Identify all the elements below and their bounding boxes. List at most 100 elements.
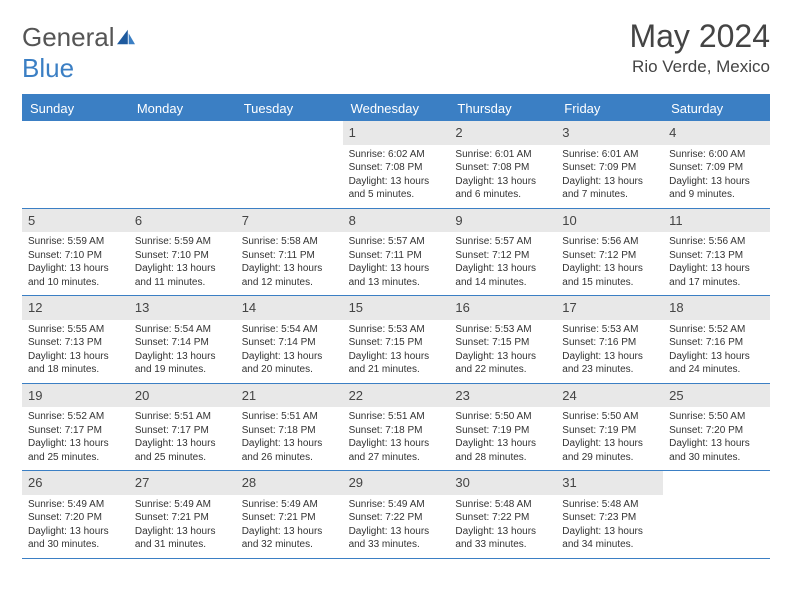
- day-number: 29: [343, 471, 450, 495]
- day-number: [22, 121, 129, 145]
- sunrise-text: Sunrise: 5:49 AM: [242, 498, 337, 512]
- sunrise-text: Sunrise: 5:59 AM: [28, 235, 123, 249]
- daylight-text: Daylight: 13 hours and 28 minutes.: [455, 437, 550, 464]
- calendar-week: 26Sunrise: 5:49 AMSunset: 7:20 PMDayligh…: [22, 471, 770, 559]
- sunset-text: Sunset: 7:10 PM: [135, 249, 230, 263]
- day-number: 15: [343, 296, 450, 320]
- calendar-day-cell: 12Sunrise: 5:55 AMSunset: 7:13 PMDayligh…: [22, 296, 129, 383]
- daylight-text: Daylight: 13 hours and 13 minutes.: [349, 262, 444, 289]
- calendar-day-cell: 19Sunrise: 5:52 AMSunset: 7:17 PMDayligh…: [22, 384, 129, 471]
- sunset-text: Sunset: 7:13 PM: [28, 336, 123, 350]
- sunset-text: Sunset: 7:19 PM: [562, 424, 657, 438]
- daylight-text: Daylight: 13 hours and 14 minutes.: [455, 262, 550, 289]
- day-number: 21: [236, 384, 343, 408]
- day-number: 11: [663, 209, 770, 233]
- daylight-text: Daylight: 13 hours and 26 minutes.: [242, 437, 337, 464]
- day-number: 23: [449, 384, 556, 408]
- calendar-day-cell: 1Sunrise: 6:02 AMSunset: 7:08 PMDaylight…: [343, 121, 450, 208]
- calendar-day-cell: [663, 471, 770, 558]
- calendar-day-cell: 3Sunrise: 6:01 AMSunset: 7:09 PMDaylight…: [556, 121, 663, 208]
- day-number: 17: [556, 296, 663, 320]
- daylight-text: Daylight: 13 hours and 30 minutes.: [669, 437, 764, 464]
- sunset-text: Sunset: 7:09 PM: [669, 161, 764, 175]
- weekday-header: Monday: [129, 96, 236, 121]
- sunrise-text: Sunrise: 5:51 AM: [349, 410, 444, 424]
- brand-part2: Blue: [22, 53, 74, 83]
- brand-part1: General: [22, 22, 115, 52]
- sunset-text: Sunset: 7:08 PM: [455, 161, 550, 175]
- day-number: 20: [129, 384, 236, 408]
- day-number: 26: [22, 471, 129, 495]
- day-number: 27: [129, 471, 236, 495]
- daylight-text: Daylight: 13 hours and 18 minutes.: [28, 350, 123, 377]
- calendar-day-cell: 9Sunrise: 5:57 AMSunset: 7:12 PMDaylight…: [449, 209, 556, 296]
- calendar-day-cell: [236, 121, 343, 208]
- day-number: 25: [663, 384, 770, 408]
- day-number: 19: [22, 384, 129, 408]
- daylight-text: Daylight: 13 hours and 6 minutes.: [455, 175, 550, 202]
- sunset-text: Sunset: 7:15 PM: [349, 336, 444, 350]
- day-number: 4: [663, 121, 770, 145]
- sunrise-text: Sunrise: 5:54 AM: [242, 323, 337, 337]
- calendar-day-cell: 23 Sunrise: 5:50 AMSunset: 7:19 PMDayligh…: [449, 384, 556, 471]
- calendar-day-cell: 16Sunrise: 5:53 AMSunset: 7:15 PMDayligh…: [449, 296, 556, 383]
- day-number: 24: [556, 384, 663, 408]
- sunrise-text: Sunrise: 5:48 AM: [455, 498, 550, 512]
- day-number: 13: [129, 296, 236, 320]
- calendar-day-cell: 20Sunrise: 5:51 AMSunset: 7:17 PMDayligh…: [129, 384, 236, 471]
- sunset-text: Sunset: 7:13 PM: [669, 249, 764, 263]
- daylight-text: Daylight: 13 hours and 30 minutes.: [28, 525, 123, 552]
- calendar-day-cell: 29Sunrise: 5:49 AMSunset: 7:22 PMDayligh…: [343, 471, 450, 558]
- sunrise-text: Sunrise: 5:54 AM: [135, 323, 230, 337]
- daylight-text: Daylight: 13 hours and 15 minutes.: [562, 262, 657, 289]
- day-number: 22: [343, 384, 450, 408]
- sunrise-text: Sunrise: 5:50 AM: [455, 410, 550, 424]
- sunrise-text: Sunrise: 5:51 AM: [242, 410, 337, 424]
- daylight-text: Daylight: 13 hours and 5 minutes.: [349, 175, 444, 202]
- daylight-text: Daylight: 13 hours and 10 minutes.: [28, 262, 123, 289]
- sunrise-text: Sunrise: 5:57 AM: [349, 235, 444, 249]
- day-number: [236, 121, 343, 145]
- calendar-day-cell: 18Sunrise: 5:52 AMSunset: 7:16 PMDayligh…: [663, 296, 770, 383]
- day-number: 18: [663, 296, 770, 320]
- day-number: 31: [556, 471, 663, 495]
- daylight-text: Daylight: 13 hours and 31 minutes.: [135, 525, 230, 552]
- day-number: 1: [343, 121, 450, 145]
- weekday-header: Sunday: [22, 96, 129, 121]
- sunrise-text: Sunrise: 5:50 AM: [562, 410, 657, 424]
- sunrise-text: Sunrise: 5:48 AM: [562, 498, 657, 512]
- calendar: Sunday Monday Tuesday Wednesday Thursday…: [22, 94, 770, 559]
- weekday-header-row: Sunday Monday Tuesday Wednesday Thursday…: [22, 96, 770, 121]
- sunrise-text: Sunrise: 5:52 AM: [28, 410, 123, 424]
- daylight-text: Daylight: 13 hours and 17 minutes.: [669, 262, 764, 289]
- sunrise-text: Sunrise: 5:53 AM: [562, 323, 657, 337]
- sunrise-text: Sunrise: 5:56 AM: [669, 235, 764, 249]
- daylight-text: Daylight: 13 hours and 11 minutes.: [135, 262, 230, 289]
- sunset-text: Sunset: 7:12 PM: [455, 249, 550, 263]
- calendar-day-cell: 13Sunrise: 5:54 AMSunset: 7:14 PMDayligh…: [129, 296, 236, 383]
- day-number: 8: [343, 209, 450, 233]
- daylight-text: Daylight: 13 hours and 9 minutes.: [669, 175, 764, 202]
- calendar-day-cell: [129, 121, 236, 208]
- sunset-text: Sunset: 7:09 PM: [562, 161, 657, 175]
- sunset-text: Sunset: 7:14 PM: [242, 336, 337, 350]
- sunset-text: Sunset: 7:17 PM: [28, 424, 123, 438]
- daylight-text: Daylight: 13 hours and 33 minutes.: [455, 525, 550, 552]
- sail-icon: [115, 28, 137, 46]
- sunset-text: Sunset: 7:19 PM: [455, 424, 550, 438]
- calendar-day-cell: 6Sunrise: 5:59 AMSunset: 7:10 PMDaylight…: [129, 209, 236, 296]
- daylight-text: Daylight: 13 hours and 12 minutes.: [242, 262, 337, 289]
- daylight-text: Daylight: 13 hours and 7 minutes.: [562, 175, 657, 202]
- calendar-week: 12Sunrise: 5:55 AMSunset: 7:13 PMDayligh…: [22, 296, 770, 384]
- calendar-week: 5Sunrise: 5:59 AMSunset: 7:10 PMDaylight…: [22, 209, 770, 297]
- day-number: 14: [236, 296, 343, 320]
- sunset-text: Sunset: 7:18 PM: [349, 424, 444, 438]
- sunrise-text: Sunrise: 5:57 AM: [455, 235, 550, 249]
- sunset-text: Sunset: 7:10 PM: [28, 249, 123, 263]
- calendar-day-cell: 22Sunrise: 5:51 AMSunset: 7:18 PMDayligh…: [343, 384, 450, 471]
- sunrise-text: Sunrise: 5:53 AM: [349, 323, 444, 337]
- day-number: [663, 471, 770, 495]
- day-number: 10: [556, 209, 663, 233]
- sunrise-text: Sunrise: 5:49 AM: [135, 498, 230, 512]
- sunset-text: Sunset: 7:20 PM: [28, 511, 123, 525]
